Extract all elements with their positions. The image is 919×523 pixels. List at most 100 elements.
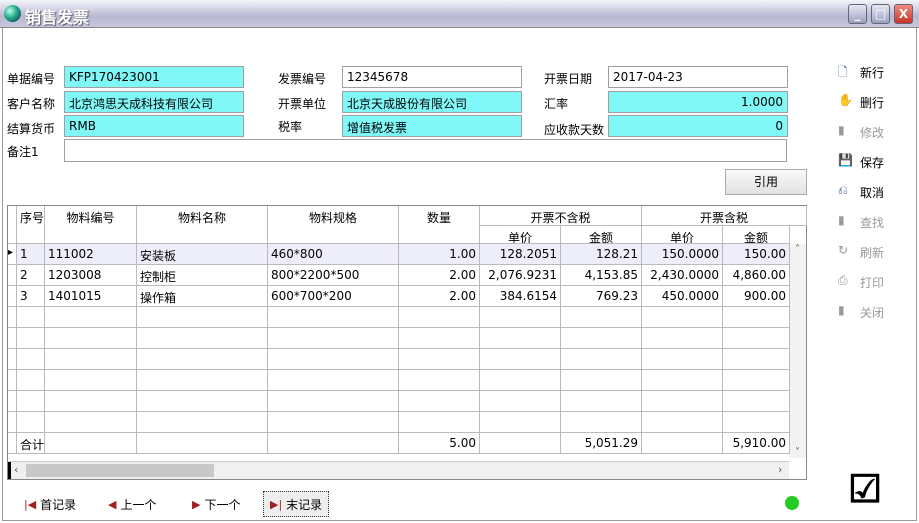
table-cell[interactable]: 2,430.0000 [642,265,723,286]
table-cell[interactable]: 128.2051 [480,244,561,265]
table-cell [268,307,399,328]
table-cell[interactable]: 450.0000 [642,286,723,307]
customer-field[interactable]: 北京鸿思天成科技有限公司 [64,91,244,113]
invoice-no-label: 发票编号 [278,72,327,86]
maximize-button[interactable]: □ [871,4,890,24]
table-cell [399,328,480,349]
table-cell [399,307,480,328]
group-header-excl-tax: 开票不含税 [480,206,642,226]
table-cell [723,328,790,349]
table-cell[interactable]: 控制柜 [137,265,268,286]
prev-label: 上一个 [120,497,157,512]
rate-field[interactable]: 1.0000 [608,91,788,113]
table-cell[interactable]: 1401015 [45,286,137,307]
table-cell [17,349,45,370]
scroll-thumb[interactable] [26,464,214,477]
invoice-date-label: 开票日期 [544,72,593,86]
toolbar-save-button[interactable]: 💾 保存 [838,151,884,173]
table-cell[interactable]: 600*700*200 [268,286,399,307]
total-cell: 5,051.29 [561,433,642,454]
cite-button[interactable]: 引用 [725,169,807,195]
total-cell: 5,910.00 [723,433,790,454]
toolbar-label: 查找 [860,215,885,230]
minimize-button[interactable]: _ [848,4,867,24]
column-header: 数量 [399,206,480,244]
invoice-no-field[interactable]: 12345678 [342,66,522,88]
table-cell [642,349,723,370]
close-window-button[interactable]: X [894,4,913,24]
toolbar-close-button[interactable]: ▮ 关闭 [838,301,884,323]
first-record-button[interactable]: |◀ 首记录 [18,491,82,517]
sub-column-header: 单价 [480,226,561,244]
horizontal-scrollbar[interactable]: ‹ › [8,461,789,479]
table-cell [561,349,642,370]
table-cell[interactable]: 900.00 [723,286,790,307]
table-cell[interactable]: 2.00 [399,286,480,307]
table-cell[interactable]: 1.00 [399,244,480,265]
close-icon: ▮ [838,303,845,317]
scroll-right-icon[interactable]: › [778,463,783,476]
row-indicator [8,265,17,286]
sub-column-header: 金额 [723,226,790,244]
table-cell[interactable]: 2,076.9231 [480,265,561,286]
table-cell[interactable]: 4,860.00 [723,265,790,286]
row-indicator [8,286,17,307]
table-cell[interactable]: 111002 [45,244,137,265]
vertical-scrollbar[interactable]: ˄ ˅ [789,244,806,458]
delete-row-icon: ✋ [838,93,853,107]
rate-label: 汇率 [544,97,569,111]
prev-icon: ◀ [108,497,117,511]
toolbar-label: 删行 [860,95,885,110]
table-cell [642,391,723,412]
toolbar-cancel-button[interactable]: ⎌ 取消 [838,181,884,203]
last-record-icon: ▶| [270,497,283,511]
invoice-lines-grid[interactable]: ˄ ˅ ‹ › 序号 物料编号 物料名称 物料规格 数量 开票不含税 开票含税 单价 金额 单价金… [7,205,807,480]
prev-record-button[interactable]: ◀ 上一个 [102,491,162,517]
table-cell [723,307,790,328]
table-cell[interactable]: 460*800 [268,244,399,265]
toolbar-edit-button[interactable]: ▮ 修改 [838,121,884,143]
currency-field[interactable]: RMB [64,115,244,137]
table-cell[interactable]: 150.00 [723,244,790,265]
table-cell [399,412,480,433]
toolbar-new-row-button[interactable]: 🗋 新行 [838,61,884,83]
table-cell[interactable]: 1203008 [45,265,137,286]
next-record-button[interactable]: ▶ 下一个 [186,491,246,517]
first-record-icon: |◀ [24,497,37,511]
table-cell[interactable]: 150.0000 [642,244,723,265]
table-cell[interactable]: 4,153.85 [561,265,642,286]
invoice-date-field[interactable]: 2017-04-23 [608,66,788,88]
table-cell [561,307,642,328]
table-cell[interactable]: 操作箱 [137,286,268,307]
table-cell[interactable]: 3 [17,286,45,307]
last-record-button[interactable]: ▶| 末记录 [263,491,330,517]
issuer-field[interactable]: 北京天成股份有限公司 [342,91,522,113]
table-cell [17,412,45,433]
doc-no-field[interactable]: KFP170423001 [64,66,244,88]
table-cell [45,412,137,433]
table-cell[interactable]: 安装板 [137,244,268,265]
table-cell [723,412,790,433]
toolbar-find-button[interactable]: ▮ 查找 [838,211,884,233]
table-cell[interactable]: 769.23 [561,286,642,307]
scroll-up-icon[interactable]: ˄ [795,244,800,255]
days-field[interactable]: 0 [608,115,788,137]
column-header: 物料名称 [137,206,268,244]
table-cell[interactable]: 128.21 [561,244,642,265]
table-cell[interactable]: 800*2200*500 [268,265,399,286]
doc-no-label: 单据编号 [7,72,56,86]
remark-field[interactable] [64,139,787,162]
row-indicator [8,328,17,349]
toolbar-refresh-button[interactable]: ↻ 刷新 [838,241,884,263]
table-cell[interactable]: 384.6154 [480,286,561,307]
table-cell[interactable]: 1 [17,244,45,265]
scroll-down-icon[interactable]: ˅ [795,447,800,458]
table-cell[interactable]: 2 [17,265,45,286]
toolbar-print-button[interactable]: ⎙ 打印 [838,271,884,293]
toolbar-delete-row-button[interactable]: ✋ 删行 [838,91,884,113]
table-cell[interactable]: 2.00 [399,265,480,286]
tax-field[interactable]: 增值税发票 [342,115,522,137]
scroll-left-icon[interactable]: ‹ [14,463,19,476]
customer-label: 客户名称 [7,97,56,111]
row-indicator [8,370,17,391]
